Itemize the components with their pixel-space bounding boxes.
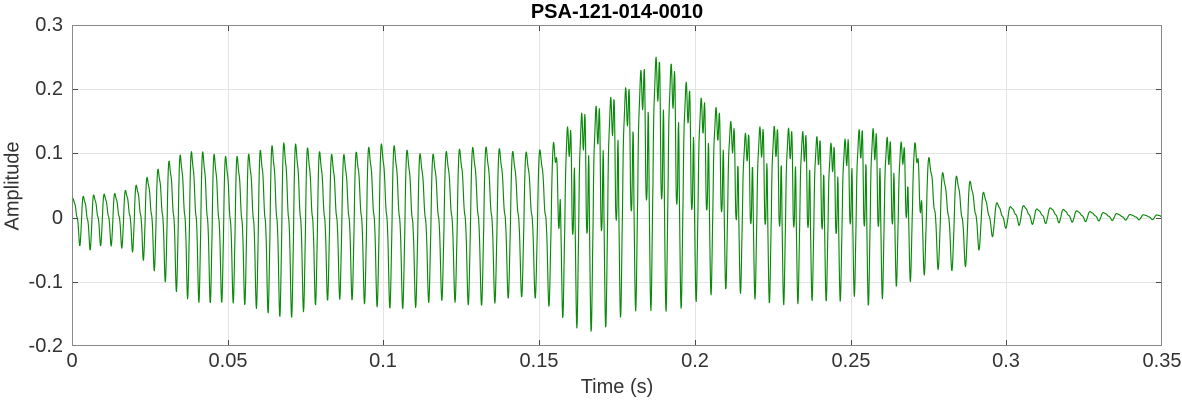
- x-tick-label: 0.25: [831, 350, 871, 372]
- plot-area: [72, 25, 1162, 346]
- x-axis-label: Time (s): [580, 376, 654, 398]
- x-tick-label: 0.2: [681, 350, 709, 372]
- waveform: [72, 25, 1162, 346]
- y-tick: [72, 282, 78, 283]
- y-tick: [72, 153, 78, 154]
- x-tick-top: [851, 25, 852, 31]
- y-tick-label: -0.1: [28, 271, 63, 293]
- y-tick: [72, 345, 78, 346]
- x-tick-top: [383, 25, 384, 31]
- y-tick-right: [1156, 218, 1162, 219]
- y-tick-label: 0.3: [35, 14, 63, 36]
- x-tick: [383, 340, 384, 346]
- x-tick: [72, 340, 73, 346]
- x-tick: [228, 340, 229, 346]
- x-tick-top: [695, 25, 696, 31]
- y-tick-label: 0.1: [35, 142, 63, 164]
- y-tick-label: 0.2: [35, 78, 63, 100]
- y-tick-label: 0: [51, 207, 63, 229]
- y-tick: [72, 218, 78, 219]
- chart-title: PSA-121-014-0010: [530, 1, 704, 23]
- y-tick-label: -0.2: [28, 335, 63, 357]
- x-tick-label: 0.05: [208, 350, 248, 372]
- x-tick-label: 0.15: [519, 350, 559, 372]
- tick-layer: [72, 25, 1162, 346]
- x-tick: [851, 340, 852, 346]
- y-tick: [72, 25, 78, 26]
- y-tick-right: [1156, 282, 1162, 283]
- x-tick-label: 0.35: [1142, 350, 1182, 372]
- x-tick: [695, 340, 696, 346]
- y-tick-right: [1156, 89, 1162, 90]
- x-tick-top: [539, 25, 540, 31]
- y-tick: [72, 89, 78, 90]
- x-tick-top: [228, 25, 229, 31]
- x-tick: [539, 340, 540, 346]
- x-tick-label: 0.1: [369, 350, 397, 372]
- x-tick-top: [1161, 25, 1162, 31]
- x-tick: [1006, 340, 1007, 346]
- y-tick-right: [1156, 25, 1162, 26]
- x-tick-label: 0.3: [992, 350, 1020, 372]
- x-tick-top: [1006, 25, 1007, 31]
- x-tick: [1161, 340, 1162, 346]
- y-tick-right: [1156, 345, 1162, 346]
- x-tick-top: [72, 25, 73, 31]
- y-tick-right: [1156, 153, 1162, 154]
- x-tick-label: 0: [66, 350, 78, 372]
